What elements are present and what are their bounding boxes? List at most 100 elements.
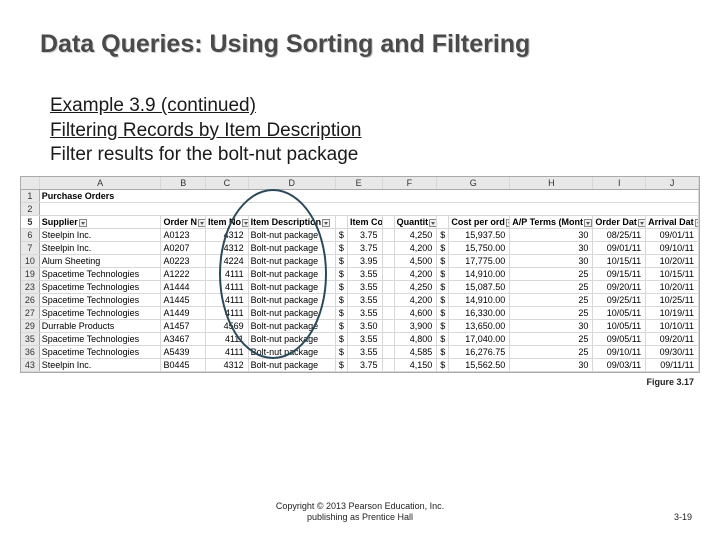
slide-title: Data Queries: Using Sorting and Filterin… <box>0 0 720 59</box>
order-date-cell: 09/03/11 <box>593 359 646 372</box>
table-row: 36Spacetime TechnologiesA54394111Bolt-nu… <box>21 346 699 359</box>
desc-cell: Bolt-nut package <box>248 268 335 281</box>
item-cost-cell: 3.55 <box>348 281 382 294</box>
order-no-cell: A1445 <box>161 294 206 307</box>
header-cell: Item No <box>206 216 249 229</box>
order-no-cell: A3467 <box>161 333 206 346</box>
filter-desc-line: Filtering Records by Item Description <box>50 119 720 144</box>
item-no-cell: 4224 <box>206 255 249 268</box>
ap-terms-cell: 25 <box>510 281 593 294</box>
item-cost-cell: 3.75 <box>348 359 382 372</box>
supplier-cell: Spacetime Technologies <box>39 333 161 346</box>
currency-symbol: $ <box>335 268 347 281</box>
filter-dropdown-icon[interactable] <box>638 219 646 227</box>
currency-symbol <box>382 242 394 255</box>
item-cost-cell: 3.55 <box>348 333 382 346</box>
arrival-date-cell: 10/20/11 <box>646 281 699 294</box>
item-cost-cell: 3.75 <box>348 229 382 242</box>
order-date-cell: 10/05/11 <box>593 307 646 320</box>
header-cell: Item Co <box>348 216 382 229</box>
header-cell: Order Dat <box>593 216 646 229</box>
cost-order-cell: 17,040.00 <box>449 333 510 346</box>
supplier-cell: Spacetime Technologies <box>39 294 161 307</box>
supplier-cell: Alum Sheeting <box>39 255 161 268</box>
currency-symbol: $ <box>335 346 347 359</box>
desc-cell: Bolt-nut package <box>248 307 335 320</box>
desc-cell: Bolt-nut package <box>248 229 335 242</box>
desc-cell: Bolt-nut package <box>248 359 335 372</box>
order-date-cell: 09/15/11 <box>593 268 646 281</box>
filter-dropdown-icon[interactable] <box>198 219 206 227</box>
item-no-cell: 4312 <box>206 242 249 255</box>
item-no-cell: 4312 <box>206 229 249 242</box>
supplier-cell: Spacetime Technologies <box>39 346 161 359</box>
table-row: 10Alum SheetingA02234224Bolt-nut package… <box>21 255 699 268</box>
desc-cell: Bolt-nut package <box>248 333 335 346</box>
currency-symbol: $ <box>437 346 449 359</box>
supplier-cell: Spacetime Technologies <box>39 307 161 320</box>
filter-dropdown-icon[interactable] <box>322 219 330 227</box>
item-cost-cell: 3.50 <box>348 320 382 333</box>
ap-terms-cell: 25 <box>510 333 593 346</box>
filter-dropdown-icon[interactable] <box>429 219 437 227</box>
order-date-cell: 09/20/11 <box>593 281 646 294</box>
supplier-cell: Durrable Products <box>39 320 161 333</box>
order-no-cell: A1449 <box>161 307 206 320</box>
item-cost-cell: 3.55 <box>348 346 382 359</box>
currency-symbol: $ <box>437 333 449 346</box>
order-no-cell: B0445 <box>161 359 206 372</box>
currency-symbol: $ <box>437 229 449 242</box>
cost-order-cell: 14,910.00 <box>449 294 510 307</box>
header-cell <box>437 216 449 229</box>
figure-caption: Figure 3.17 <box>0 373 720 387</box>
currency-symbol <box>382 255 394 268</box>
desc-cell: Bolt-nut package <box>248 346 335 359</box>
col-letter: A <box>39 177 161 190</box>
order-no-cell: A0123 <box>161 229 206 242</box>
order-date-cell: 09/05/11 <box>593 333 646 346</box>
rownum: 23 <box>21 281 39 294</box>
order-no-cell: A0223 <box>161 255 206 268</box>
header-cell <box>382 216 394 229</box>
arrival-date-cell: 09/20/11 <box>646 333 699 346</box>
ap-terms-cell: 25 <box>510 268 593 281</box>
supplier-cell: Steelpin Inc. <box>39 242 161 255</box>
rownum: 6 <box>21 229 39 242</box>
arrival-date-cell: 09/11/11 <box>646 359 699 372</box>
filter-dropdown-icon[interactable] <box>695 219 699 227</box>
ap-terms-cell: 25 <box>510 307 593 320</box>
desc-cell: Bolt-nut package <box>248 320 335 333</box>
item-no-cell: 4569 <box>206 320 249 333</box>
currency-symbol: $ <box>437 281 449 294</box>
filter-results-line: Filter results for the bolt-nut package <box>50 143 720 168</box>
item-no-cell: 4111 <box>206 281 249 294</box>
rownum: 36 <box>21 346 39 359</box>
desc-cell: Bolt-nut package <box>248 255 335 268</box>
supplier-cell: Spacetime Technologies <box>39 268 161 281</box>
filter-dropdown-icon[interactable] <box>584 219 592 227</box>
page-number: 3-19 <box>674 512 692 522</box>
currency-symbol <box>382 333 394 346</box>
arrival-date-cell: 10/25/11 <box>646 294 699 307</box>
item-no-cell: 4111 <box>206 333 249 346</box>
currency-symbol: $ <box>335 333 347 346</box>
rownum: 1 <box>21 190 39 203</box>
arrival-date-cell: 09/30/11 <box>646 346 699 359</box>
order-no-cell: A1457 <box>161 320 206 333</box>
order-date-cell: 09/25/11 <box>593 294 646 307</box>
table-row: 43Steelpin Inc.B04454312Bolt-nut package… <box>21 359 699 372</box>
rownum: 35 <box>21 333 39 346</box>
col-letter <box>21 177 39 190</box>
item-no-cell: 4111 <box>206 307 249 320</box>
qty-cell: 4,585 <box>394 346 437 359</box>
desc-cell: Bolt-nut package <box>248 242 335 255</box>
header-cell: Quantit <box>394 216 437 229</box>
col-letter: I <box>593 177 646 190</box>
order-no-cell: A1444 <box>161 281 206 294</box>
order-date-cell: 08/25/11 <box>593 229 646 242</box>
cost-order-cell: 14,910.00 <box>449 268 510 281</box>
currency-symbol <box>382 359 394 372</box>
rownum: 19 <box>21 268 39 281</box>
header-cell: Supplier <box>39 216 161 229</box>
filter-dropdown-icon[interactable] <box>79 219 87 227</box>
